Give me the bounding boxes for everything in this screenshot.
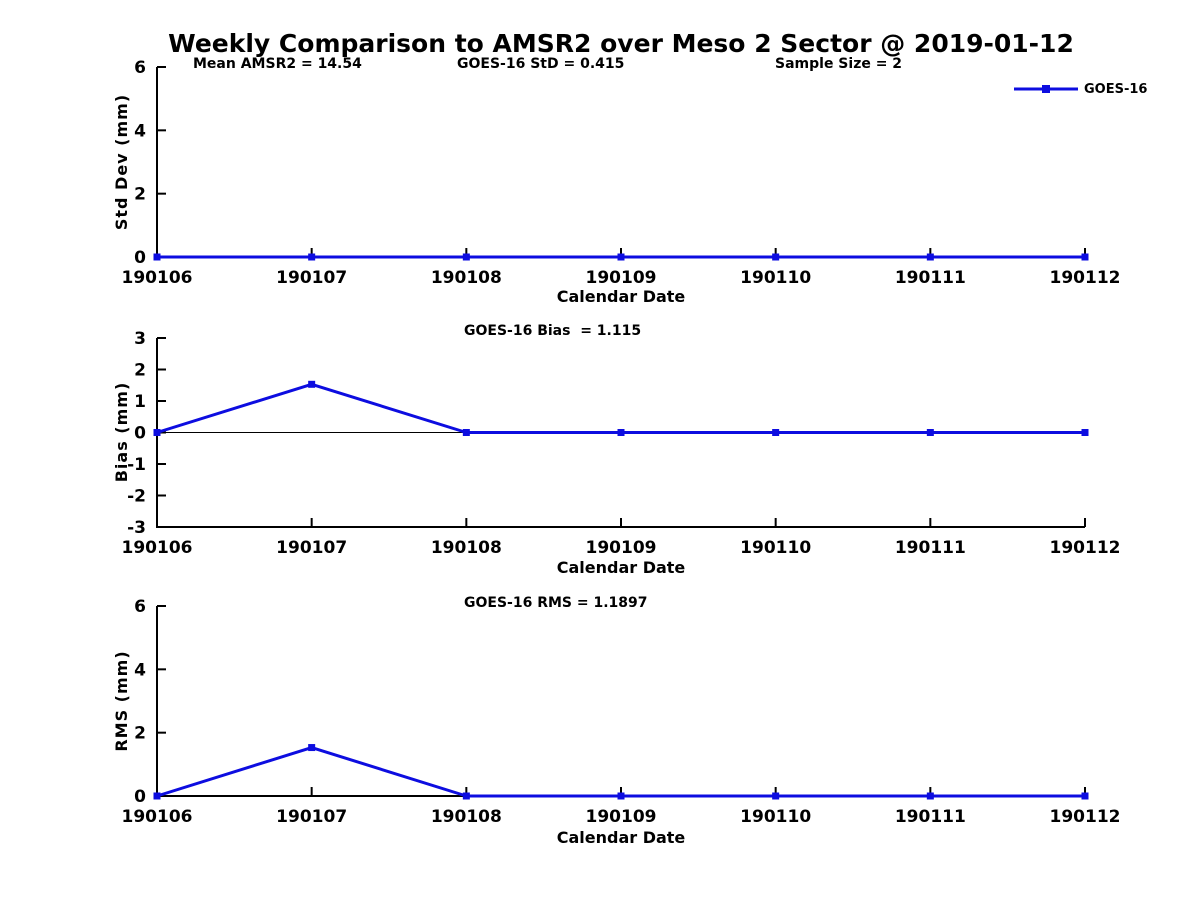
- annotation-sample-size: Sample Size = 2: [775, 56, 903, 72]
- annotation-goes16-std: GOES-16 StD = 0.415: [457, 56, 625, 72]
- y-tick-label: 2: [134, 185, 146, 205]
- data-marker: [462, 429, 470, 436]
- x-axis-title-calendar-date-top: Calendar Date: [556, 287, 686, 306]
- y-tick-label: 0: [134, 424, 146, 444]
- data-marker: [926, 429, 934, 436]
- data-marker: [772, 429, 780, 436]
- y-tick-label: 2: [134, 361, 146, 381]
- data-marker: [153, 429, 161, 436]
- y-axis-title-rms: RMS (mm): [112, 650, 131, 752]
- panel-std-dev: 0 2 4 6 190106 190107 190108 190109 190110 190111…: [122, 58, 1121, 288]
- y-tick-label: -2: [127, 487, 146, 507]
- x-tick-label: 190108: [431, 268, 502, 288]
- data-marker: [462, 253, 470, 261]
- data-marker: [617, 429, 625, 436]
- x-tick-label: 190111: [895, 807, 966, 827]
- x-tick-label: 190109: [586, 268, 657, 288]
- legend-label: GOES-16: [1084, 81, 1148, 97]
- data-marker: [1081, 429, 1089, 436]
- x-tick-label: 190106: [122, 268, 193, 288]
- legend: GOES-16: [1013, 81, 1147, 97]
- data-marker: [153, 253, 161, 261]
- y-tick-label: 0: [134, 787, 146, 807]
- data-marker: [617, 792, 625, 800]
- data-marker: [308, 380, 316, 388]
- annotation-mean-amsr2: Mean AMSR2 = 14.54: [193, 56, 362, 72]
- chart-title: Weekly Comparison to AMSR2 over Meso 2 S…: [168, 29, 1074, 58]
- y-tick-label: 6: [134, 597, 146, 617]
- x-tick-label: 190107: [276, 268, 347, 288]
- data-marker: [772, 792, 780, 800]
- x-tick-label: 190112: [1050, 807, 1121, 827]
- annotation-goes16-rms: GOES-16 RMS = 1.1897: [464, 595, 648, 611]
- y-tick-label: 4: [134, 660, 146, 680]
- x-tick-label: 190107: [276, 807, 347, 827]
- y-tick-label: -1: [127, 455, 146, 475]
- x-tick-label: 190111: [895, 268, 966, 288]
- annotation-goes16-bias: GOES-16 Bias = 1.115: [464, 323, 642, 339]
- y-axis-title-std-dev: Std Dev (mm): [112, 93, 131, 231]
- x-tick-label: 190109: [586, 538, 657, 558]
- y-tick-label: 6: [134, 58, 146, 78]
- y-tick-label: 4: [134, 121, 146, 141]
- data-marker: [153, 792, 161, 800]
- x-tick-label: 190109: [586, 807, 657, 827]
- x-tick-label: 190106: [122, 807, 193, 827]
- x-tick-label: 190110: [740, 807, 811, 827]
- y-tick-label: 2: [134, 724, 146, 744]
- x-axis-title-calendar-date-middle: Calendar Date: [556, 558, 686, 577]
- panel-bias: -3 -2 -1 0 1 2 3 190106 190107 190108 190109 190110…: [122, 329, 1121, 558]
- data-marker: [308, 744, 316, 752]
- data-marker: [926, 792, 934, 800]
- x-tick-label: 190107: [276, 538, 347, 558]
- x-tick-label: 190108: [431, 807, 502, 827]
- panel-rms: 0 2 4 6 190106 190107 190108 190109 190110 190111…: [122, 597, 1121, 827]
- x-tick-label: 190108: [431, 538, 502, 558]
- data-marker: [308, 253, 316, 261]
- data-marker: [1081, 792, 1089, 800]
- x-tick-label: 190110: [740, 268, 811, 288]
- x-axis-title-calendar-date-bottom: Calendar Date: [556, 828, 686, 847]
- y-tick-label: -3: [127, 518, 146, 538]
- data-marker: [617, 253, 625, 261]
- data-marker: [772, 253, 780, 261]
- x-tick-label: 190110: [740, 538, 811, 558]
- x-tick-label: 190112: [1050, 538, 1121, 558]
- y-tick-label: 1: [134, 392, 146, 412]
- data-marker: [1081, 253, 1089, 261]
- y-tick-label: 3: [134, 329, 146, 349]
- data-line-goes-16: [155, 382, 1087, 434]
- y-tick-label: 0: [134, 248, 146, 268]
- x-tick-label: 190111: [895, 538, 966, 558]
- legend-line-sample-icon: [1014, 85, 1078, 93]
- x-tick-label: 190106: [122, 538, 193, 558]
- data-marker: [462, 792, 470, 800]
- x-tick-label: 190112: [1050, 268, 1121, 288]
- data-marker: [926, 253, 934, 261]
- y-axis-title-bias: Bias (mm): [112, 381, 131, 483]
